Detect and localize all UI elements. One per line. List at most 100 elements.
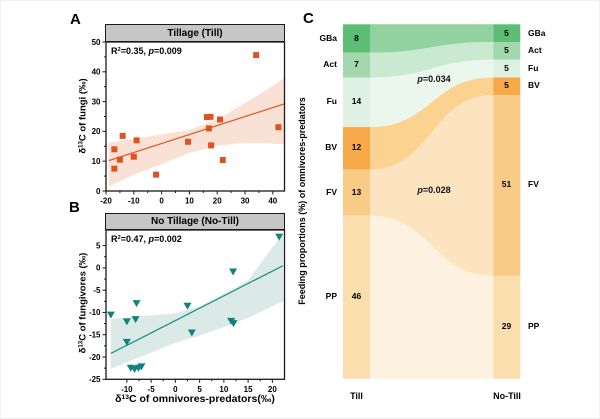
delta-sup: 13 (77, 141, 85, 148)
bar-till-fv (343, 169, 370, 216)
data-point-square (219, 157, 226, 164)
delta-symbol: δ (77, 147, 89, 154)
panel-a-header: Tillage (Till) (105, 24, 285, 42)
r-label: R (111, 234, 118, 244)
flow-gba (370, 24, 494, 53)
data-point-triangle (122, 338, 131, 346)
data-point-triangle (229, 320, 238, 328)
r-sup: 2 (117, 47, 121, 54)
x-tick-label: 15 (244, 385, 253, 394)
bar-notill-pp (493, 275, 521, 379)
x-tick-label: 5 (197, 385, 202, 394)
data-point-triangle (229, 268, 238, 276)
x-tick-label: 0 (159, 197, 164, 206)
till-value-pp: 46 (351, 291, 362, 301)
right-label-bv: BV (528, 80, 540, 90)
p-label: p (417, 185, 423, 195)
y-tick-label: -20 (89, 353, 101, 362)
data-point-square (111, 165, 118, 172)
delta-sup: 13 (121, 393, 129, 401)
delta-symbol: δ (77, 347, 89, 354)
panel-c-ylabel: Feeding proportions (%) of omnivores-pre… (297, 97, 307, 305)
right-label-fv: FV (528, 179, 539, 189)
x-tick-label: 20 (268, 385, 277, 394)
left-label-act: Act (323, 59, 337, 69)
flow-bv (370, 77, 494, 170)
notill-value-fv: 51 (501, 179, 512, 189)
left-label-fv: FV (326, 187, 337, 197)
data-point-square (119, 132, 126, 139)
delta-sup: 13 (77, 340, 85, 348)
data-point-square (130, 153, 137, 160)
delta-symbol: δ (115, 393, 122, 405)
panel-a-plot: -20 -10 0 10 20 30 40 0 10 20 30 40 50 (92, 38, 286, 206)
data-point-triangle (187, 329, 196, 337)
regression-line (108, 103, 285, 162)
data-point-square (207, 113, 214, 120)
data-point-triangle (106, 311, 115, 319)
bar-till-bv (343, 127, 370, 170)
bar-notill-fu (493, 59, 521, 78)
column-label-till: Till (350, 391, 363, 401)
y-tick-label: 5 (96, 241, 101, 250)
bar-notill-gba (493, 24, 521, 43)
panel-b-plot: -10 -5 0 5 10 15 20 -25 -20 -15 -10 -5 0 5 (89, 229, 286, 394)
p-value: =0.009 (153, 46, 182, 56)
annotation-p1: p=0.034 (384, 74, 484, 84)
left-label-pp: PP (325, 291, 337, 301)
p-value: =0.002 (153, 234, 182, 244)
y-tick-label: 30 (92, 97, 101, 106)
panel-b-header-label: No Tillage (No-Till) (151, 216, 239, 227)
x-tick-label: 30 (241, 197, 250, 206)
y-tick-label: -15 (89, 331, 101, 340)
panel-c-alluvial (343, 24, 521, 379)
till-value-gba: 8 (354, 33, 359, 43)
y-tick-label: 0 (96, 264, 101, 273)
x-tick-label: -20 (100, 197, 112, 206)
till-value-fv: 13 (351, 187, 362, 197)
panel-b-ylabel: δ13C of fungivores (‰) (78, 253, 89, 354)
notill-value-pp: 29 (501, 321, 512, 331)
till-value-act: 7 (354, 59, 359, 69)
y-tick-label: -25 (89, 375, 101, 384)
bar-till-act (343, 52, 370, 78)
right-label-gba: GBa (528, 28, 546, 38)
y-tick-label: 0 (96, 187, 101, 196)
p-value: =0.028 (422, 185, 451, 195)
bar-notill-act (493, 42, 521, 60)
notill-value-fu: 5 (504, 63, 509, 73)
data-point-triangle (275, 233, 284, 241)
x-tick-label: -10 (128, 197, 140, 206)
panel-b-stats: R2=0.47, p=0.002 (111, 234, 182, 244)
y-tick-label: -10 (89, 308, 101, 317)
flow-pp (370, 215, 494, 379)
x-tick-label: -5 (148, 385, 156, 394)
data-point-square (275, 124, 282, 131)
panel-b-xlabel: δ13C of omnivores-predators(‰) (85, 393, 305, 405)
data-point-square (153, 171, 160, 178)
y-tick-label: 40 (92, 68, 101, 77)
panel-a-stats: R2=0.35, p=0.009 (111, 46, 182, 56)
bar-till-gba (343, 24, 370, 53)
data-point-triangle (137, 363, 146, 371)
notill-value-gba: 5 (504, 28, 509, 38)
panel-a-letter: A (70, 11, 81, 28)
till-value-fu: 14 (351, 96, 362, 106)
data-point-square (133, 137, 140, 144)
flow-fv (370, 95, 494, 276)
data-point-triangle (132, 300, 141, 308)
y-tick-label: -5 (93, 286, 101, 295)
till-value-bv: 12 (351, 142, 362, 152)
x-tick-label: -10 (121, 385, 133, 394)
bar-notill-fv (493, 95, 521, 276)
annotation-p2: p=0.028 (384, 185, 484, 195)
data-point-square (185, 138, 192, 145)
right-label-act: Act (528, 45, 542, 55)
regression-line (110, 265, 284, 355)
ylabel-text: C of fungi (‰) (77, 78, 89, 142)
p-label: p (417, 74, 423, 84)
r-value: =0.47, (120, 234, 149, 244)
p-label: p (148, 46, 154, 56)
